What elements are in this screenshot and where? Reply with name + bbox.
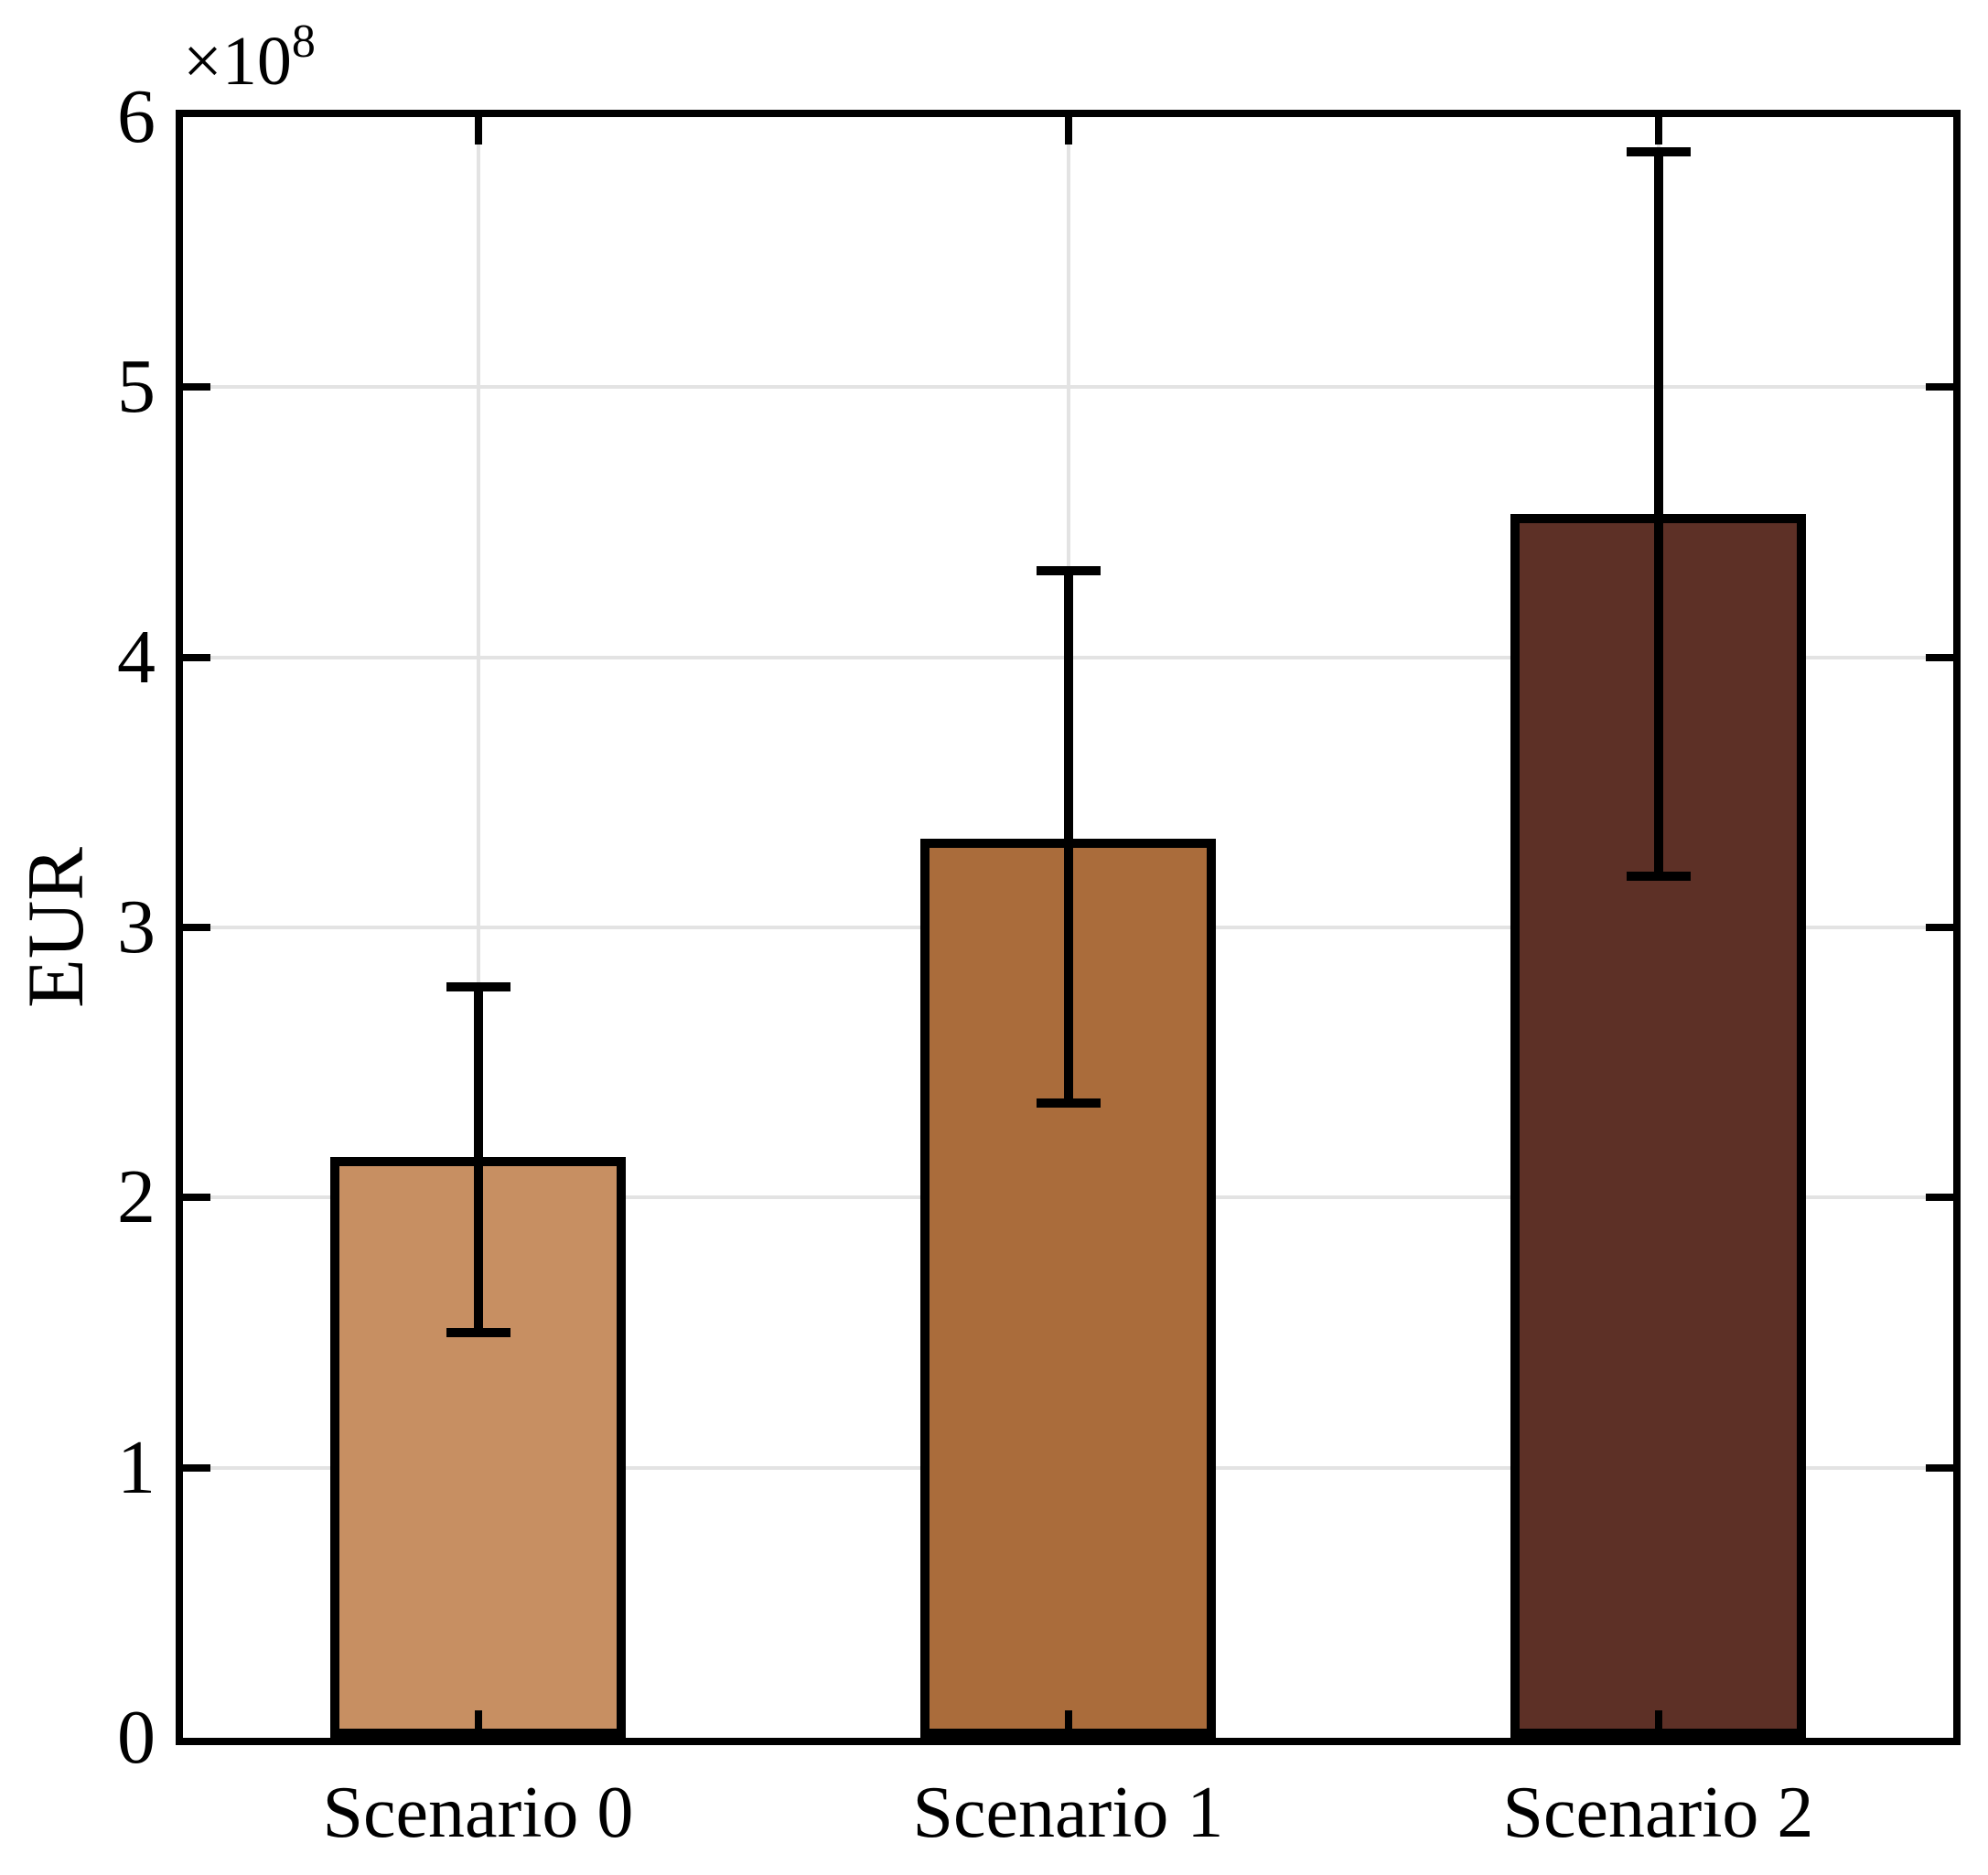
- y-tick-mark-right: [1926, 924, 1953, 931]
- x-tick-mark-bottom: [474, 1710, 482, 1738]
- error-bar-cap-low-0: [446, 1328, 510, 1337]
- y-tick-label: 3: [117, 884, 156, 970]
- y-tick-label: 0: [117, 1695, 156, 1780]
- error-bar-cap-high-1: [1036, 566, 1101, 576]
- x-tick-mark-top: [474, 117, 482, 145]
- y-axis-offset-base: ×10: [183, 23, 292, 100]
- x-tick-mark-bottom: [1654, 1710, 1662, 1738]
- y-tick-mark-left: [183, 1463, 210, 1472]
- vertical-gridline: [476, 117, 480, 1738]
- y-tick-label: 6: [117, 74, 156, 159]
- y-tick-label: 4: [117, 614, 156, 700]
- y-tick-mark-right: [1926, 653, 1953, 661]
- error-bar-cap-high-2: [1626, 147, 1691, 157]
- x-tick-mark-top: [1064, 117, 1072, 145]
- y-tick-label: 5: [117, 344, 156, 430]
- y-tick-mark-left: [183, 924, 210, 931]
- error-bar-cap-high-0: [446, 981, 510, 991]
- y-axis-offset-exponent: 8: [291, 16, 316, 68]
- error-bar-cap-low-2: [1626, 871, 1691, 881]
- y-tick-mark-right: [1926, 1463, 1953, 1472]
- x-tick-mark-top: [1654, 117, 1662, 145]
- y-tick-mark-right: [1926, 1194, 1953, 1202]
- y-axis-offset-label: ×108: [183, 18, 316, 102]
- error-bar-line-2: [1653, 152, 1663, 876]
- error-bar-cap-low-1: [1036, 1098, 1101, 1108]
- x-category-label: Scenario 1: [912, 1773, 1224, 1853]
- error-bar-line-0: [473, 986, 483, 1333]
- x-tick-mark-bottom: [1064, 1710, 1072, 1738]
- y-tick-mark-left: [183, 1194, 210, 1202]
- y-tick-label: 2: [117, 1154, 156, 1240]
- x-category-label: Scenario 2: [1502, 1773, 1814, 1853]
- y-tick-label: 1: [117, 1424, 156, 1510]
- y-tick-mark-left: [183, 653, 210, 661]
- error-bar-line-1: [1063, 571, 1073, 1103]
- y-tick-mark-left: [183, 383, 210, 391]
- y-tick-mark-right: [1926, 383, 1953, 391]
- x-category-label: Scenario 0: [322, 1773, 634, 1853]
